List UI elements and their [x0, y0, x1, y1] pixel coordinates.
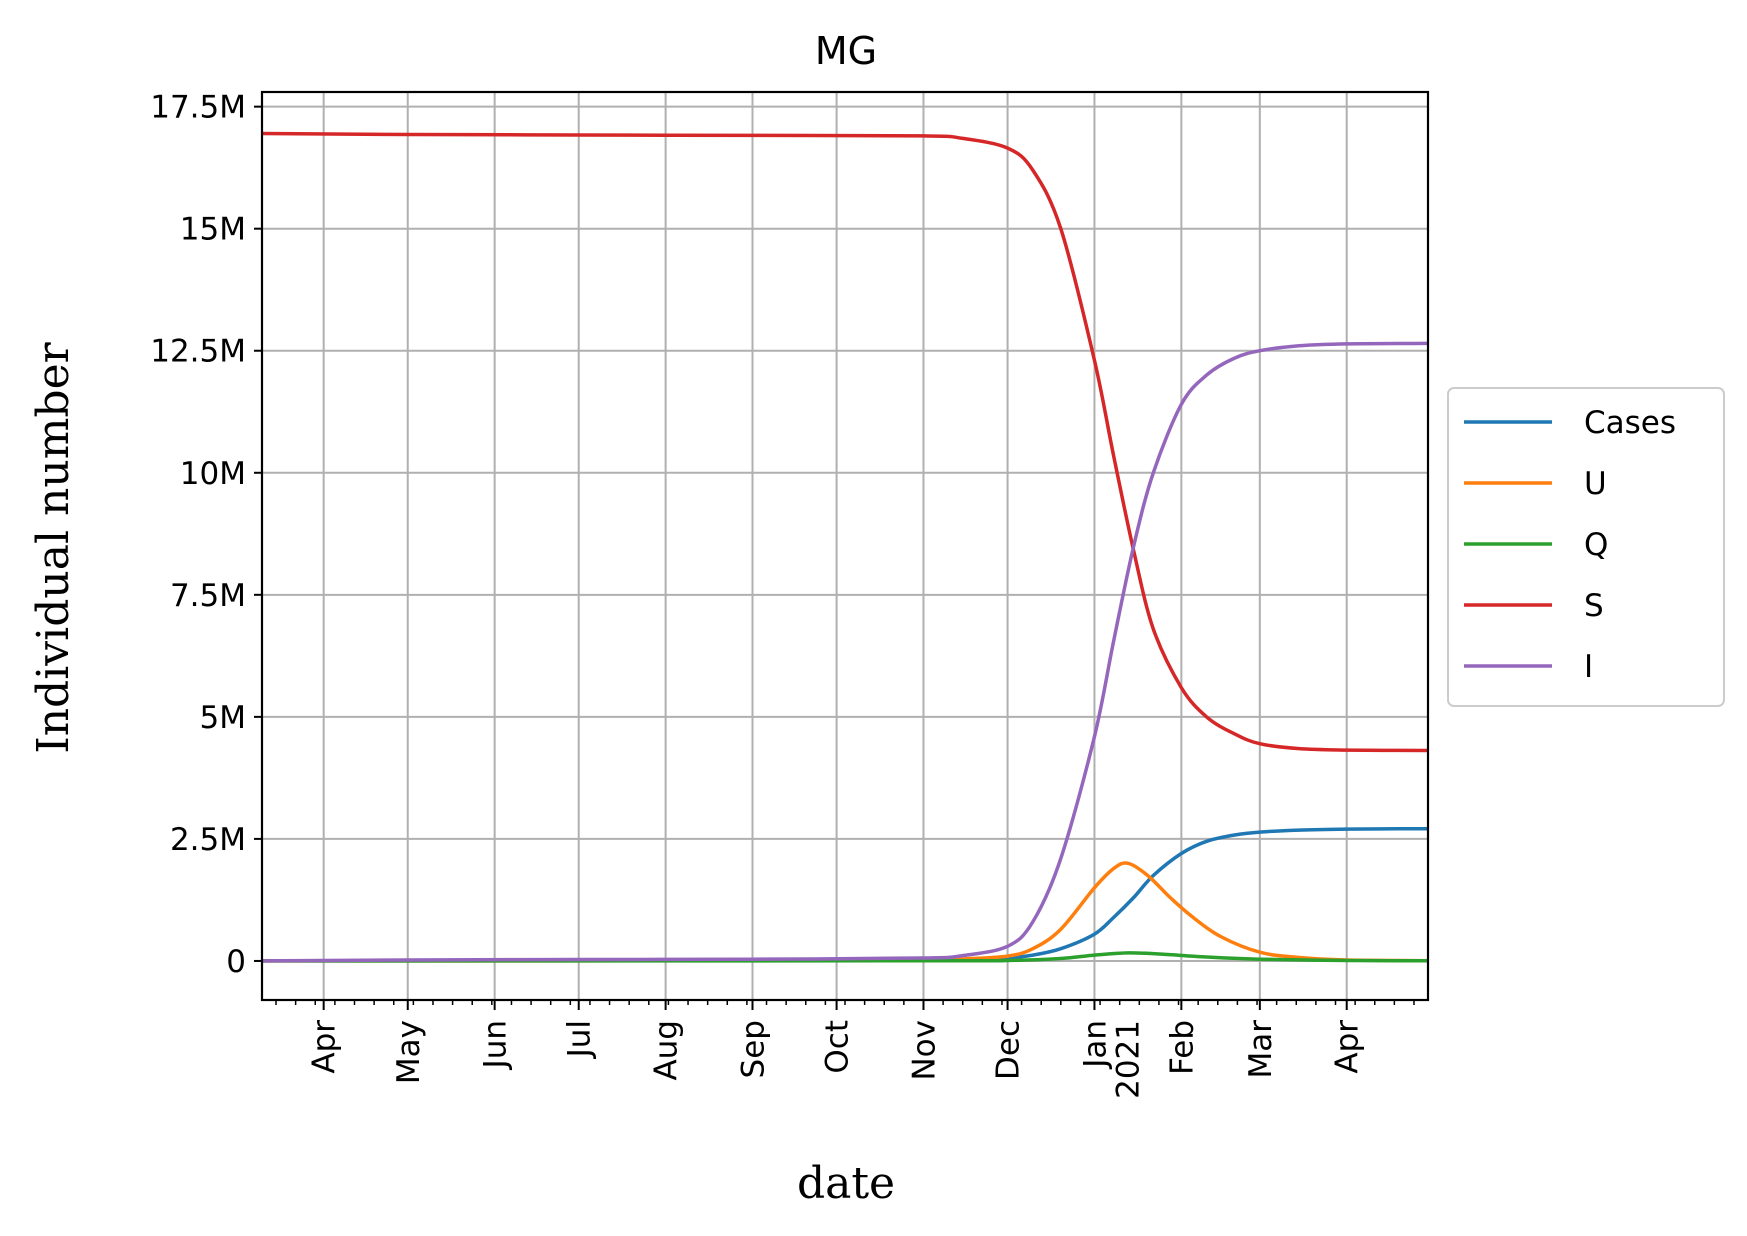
series-line-u — [261, 861, 1429, 963]
x-tick-label: Sep — [736, 1020, 772, 1078]
x-tick-label: Apr — [307, 1020, 343, 1074]
x-tick-label: Jun — [478, 1020, 514, 1070]
chart-title: MG — [815, 29, 877, 73]
series-line-cases — [261, 826, 1429, 963]
x-tick-label: Mar — [1243, 1020, 1279, 1079]
series-lines — [261, 131, 1429, 963]
y-tick-label: 0 — [226, 944, 246, 980]
y-tick-label: 12.5M — [150, 334, 246, 370]
y-tick-label: 10M — [180, 456, 246, 492]
x-tick-label: May — [391, 1020, 427, 1084]
y-tick-label: 7.5M — [170, 578, 246, 614]
legend-label: U — [1584, 466, 1607, 502]
x-tick-label: Feb — [1164, 1020, 1200, 1075]
x-axis-title: date — [797, 1158, 895, 1209]
y-tick-label: 5M — [200, 700, 246, 736]
series-line-i — [261, 341, 1429, 963]
y-axis: 0 2.5M 5M 7.5M 10M 12.5M 15M 17.5M — [150, 90, 262, 980]
x-tick-label-year: 2021 — [1110, 1020, 1146, 1099]
series-line-q — [261, 951, 1429, 963]
x-tick-label: Jul — [562, 1020, 598, 1059]
x-tick-label: Jan — [1077, 1020, 1113, 1070]
legend-box — [1447, 387, 1725, 707]
y-tick-label: 2.5M — [170, 822, 246, 858]
legend-label: Cases — [1584, 405, 1676, 441]
x-tick-label: Aug — [649, 1020, 685, 1081]
y-tick-label: 15M — [180, 212, 246, 248]
x-tick-label: Oct — [820, 1020, 856, 1074]
y-tick-label: 17.5M — [150, 90, 246, 126]
x-tick-label: Dec — [991, 1020, 1027, 1080]
legend-label: Q — [1584, 527, 1608, 563]
y-axis-title: Individual number — [28, 341, 79, 753]
grid — [262, 92, 1428, 1000]
legend-label: I — [1584, 649, 1593, 685]
x-tick-label: Nov — [906, 1020, 942, 1081]
x-tick-label: Apr — [1330, 1020, 1366, 1074]
legend-label: S — [1584, 588, 1604, 624]
series-line-s — [261, 131, 1429, 753]
